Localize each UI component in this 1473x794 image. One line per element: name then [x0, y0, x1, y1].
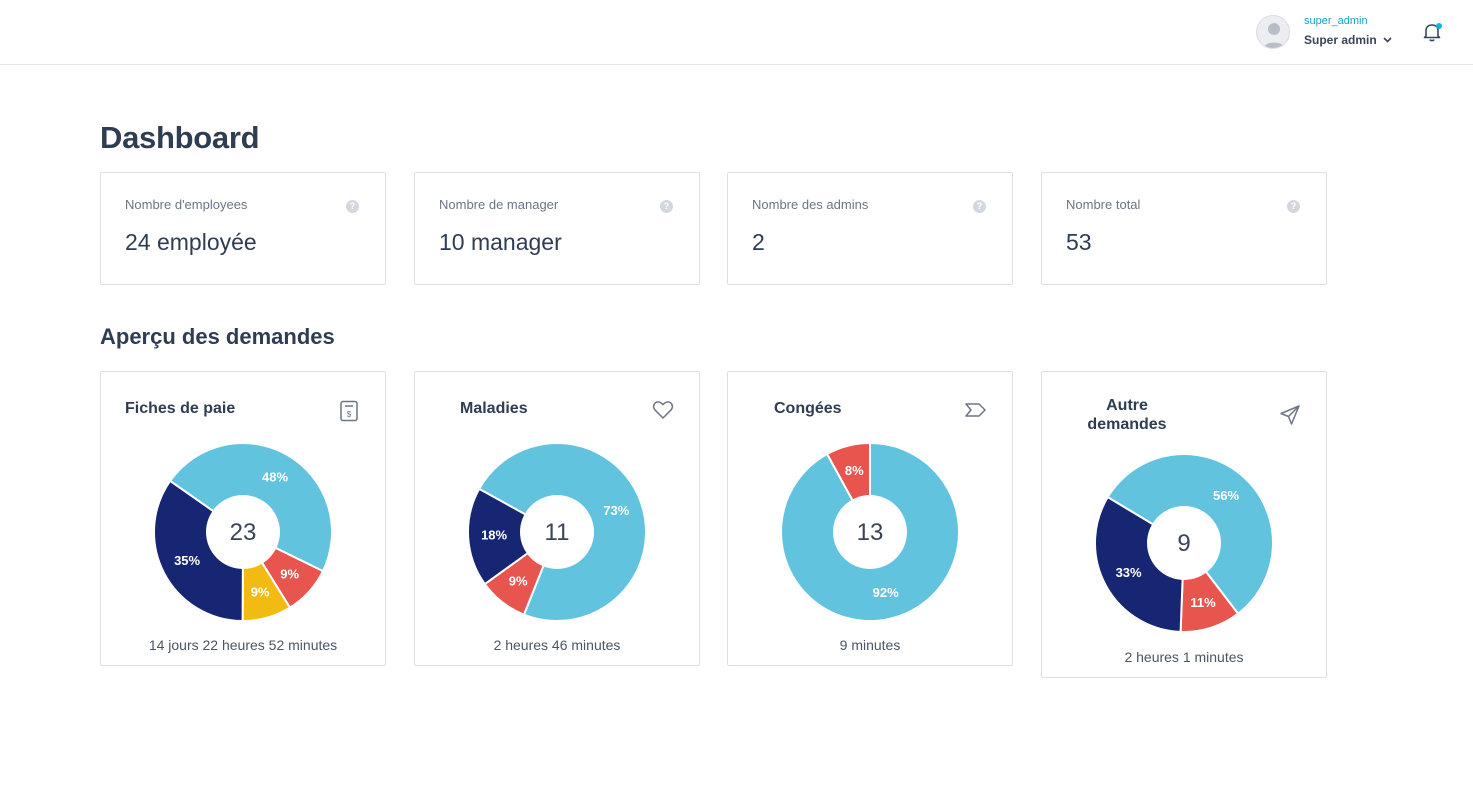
- help-icon[interactable]: ?: [1287, 200, 1300, 213]
- donut-slice[interactable]: [467, 487, 559, 586]
- duration-text: 2 heures 46 minutes: [493, 637, 621, 653]
- page-title: Dashboard: [100, 120, 260, 155]
- stat-card-managers: Nombre de manager ? 10 manager: [414, 172, 700, 285]
- donut-center-value: 11: [545, 519, 570, 546]
- section-title: Aperçu des demandes: [100, 324, 335, 349]
- stat-label: Nombre d'employees: [125, 197, 248, 212]
- slice-label: 33%: [1116, 565, 1142, 580]
- card-title: Congées: [774, 400, 842, 417]
- help-icon[interactable]: ?: [660, 200, 673, 213]
- chevron-right-outline-icon[interactable]: [964, 398, 988, 422]
- slice-label: 56%: [1213, 488, 1239, 503]
- donut-center-value: 13: [857, 519, 884, 546]
- stat-label: Nombre des admins: [752, 197, 869, 212]
- slice-label: 9%: [251, 585, 270, 600]
- slice-label: 9%: [509, 574, 528, 589]
- slice-label: 18%: [481, 528, 507, 543]
- donut-chart: 48% 9% 9% 35% 23: [153, 442, 333, 622]
- donut-chart: 56% 11% 33% 9: [1094, 453, 1274, 633]
- duration-text: 2 heures 1 minutes: [1124, 649, 1244, 665]
- username-text: super_admin: [1304, 15, 1368, 27]
- request-card-payslips: Fiches de paie $ 48% 9% 9% 35% 23 14 jours 2…: [100, 371, 386, 666]
- stat-value: 24 employée: [125, 229, 257, 255]
- request-card-other: Autre demandes 56% 11% 33% 9 2 heures 1 min…: [1041, 371, 1327, 678]
- role-dropdown[interactable]: Super admin: [1304, 33, 1404, 47]
- notifications-button[interactable]: [1420, 20, 1444, 44]
- help-icon[interactable]: ?: [346, 200, 359, 213]
- donut-chart: 73% 9% 18% 11: [467, 442, 647, 622]
- donut-center-value: 23: [230, 519, 257, 546]
- slice-label: 9%: [280, 566, 299, 581]
- svg-text:$: $: [347, 410, 352, 419]
- card-title: Fiches de paie: [125, 400, 236, 417]
- stat-card-total: Nombre total ? 53: [1041, 172, 1327, 285]
- stat-value: 10 manager: [439, 229, 562, 255]
- stat-label: Nombre de manager: [439, 197, 559, 212]
- stat-value: 2: [752, 229, 765, 255]
- donut-chart: 92% 8% 13: [780, 442, 960, 622]
- help-icon[interactable]: ?: [973, 200, 986, 213]
- slice-label: 11%: [1190, 595, 1216, 610]
- donut-slice[interactable]: [153, 479, 245, 622]
- donut-hole: [520, 495, 594, 569]
- user-avatar[interactable]: [1256, 15, 1290, 49]
- card-title: Autre demandes: [1087, 397, 1167, 433]
- top-bar: super_admin Super admin: [0, 0, 1473, 65]
- user-menu[interactable]: super_admin Super admin: [1256, 14, 1392, 50]
- request-card-leaves: Congées 92% 8% 13 9 minutes: [727, 371, 1013, 666]
- invoice-icon[interactable]: $: [337, 399, 361, 423]
- donut-center-value: 9: [1177, 530, 1190, 557]
- role-text: Super admin: [1304, 33, 1377, 47]
- bell-icon: [1423, 23, 1442, 42]
- slice-label: 35%: [174, 553, 200, 568]
- duration-text: 9 minutes: [839, 637, 901, 653]
- slice-label: 8%: [845, 463, 864, 478]
- donut-hole: [206, 495, 280, 569]
- slice-label: 73%: [603, 503, 629, 518]
- notification-dot: [1436, 23, 1442, 29]
- user-silhouette-icon: [1263, 23, 1285, 48]
- stat-label: Nombre total: [1066, 197, 1141, 212]
- heart-icon[interactable]: [651, 398, 675, 422]
- slice-label: 92%: [873, 585, 899, 600]
- send-icon[interactable]: [1278, 403, 1302, 427]
- donut-hole: [1147, 506, 1221, 580]
- stat-card-admins: Nombre des admins ? 2: [727, 172, 1013, 285]
- stat-value: 53: [1066, 229, 1092, 255]
- duration-text: 14 jours 22 heures 52 minutes: [148, 637, 338, 653]
- card-title: Maladies: [460, 400, 528, 417]
- donut-hole: [833, 495, 907, 569]
- chevron-down-icon: [1383, 37, 1392, 43]
- request-card-sick: Maladies 73% 9% 18% 11 2 heures 46 minutes: [414, 371, 700, 666]
- slice-label: 48%: [262, 470, 288, 485]
- stat-card-employees: Nombre d'employees ? 24 employée: [100, 172, 386, 285]
